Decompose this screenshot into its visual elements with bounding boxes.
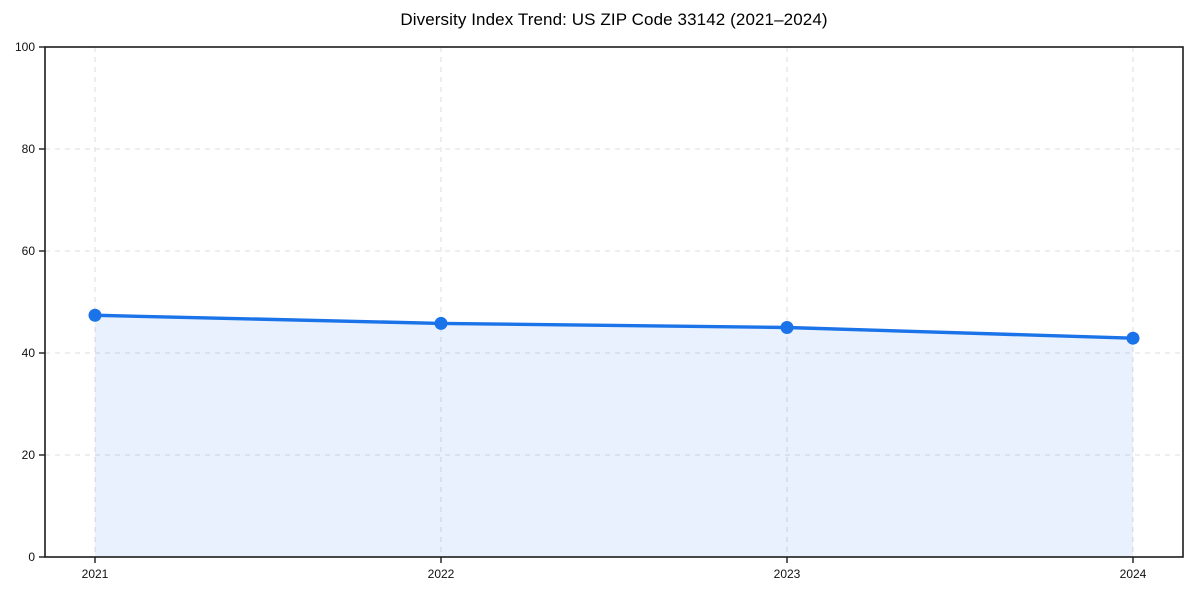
- data-point: [780, 321, 794, 334]
- series-line: [93, 313, 1135, 340]
- y-tick-label: 40: [22, 346, 36, 360]
- series-area-fill: [95, 315, 1133, 557]
- x-tick-label: 2023: [774, 567, 801, 581]
- y-tick-label: 60: [22, 244, 36, 258]
- x-tick-label: 2021: [82, 567, 109, 581]
- x-tick-label: 2022: [428, 567, 455, 581]
- y-tick-label: 20: [22, 448, 36, 462]
- data-point: [1126, 331, 1140, 345]
- y-tick-label: 100: [15, 40, 35, 54]
- data-point: [434, 316, 448, 330]
- y-tick-label: 80: [22, 142, 36, 156]
- plot-spines: [44, 46, 1184, 558]
- x-tick-label: 2024: [1120, 567, 1147, 581]
- y-tick-label: 0: [28, 550, 35, 564]
- chart-title: Diversity Index Trend: US ZIP Code 33142…: [400, 10, 828, 29]
- data-point: [88, 308, 102, 322]
